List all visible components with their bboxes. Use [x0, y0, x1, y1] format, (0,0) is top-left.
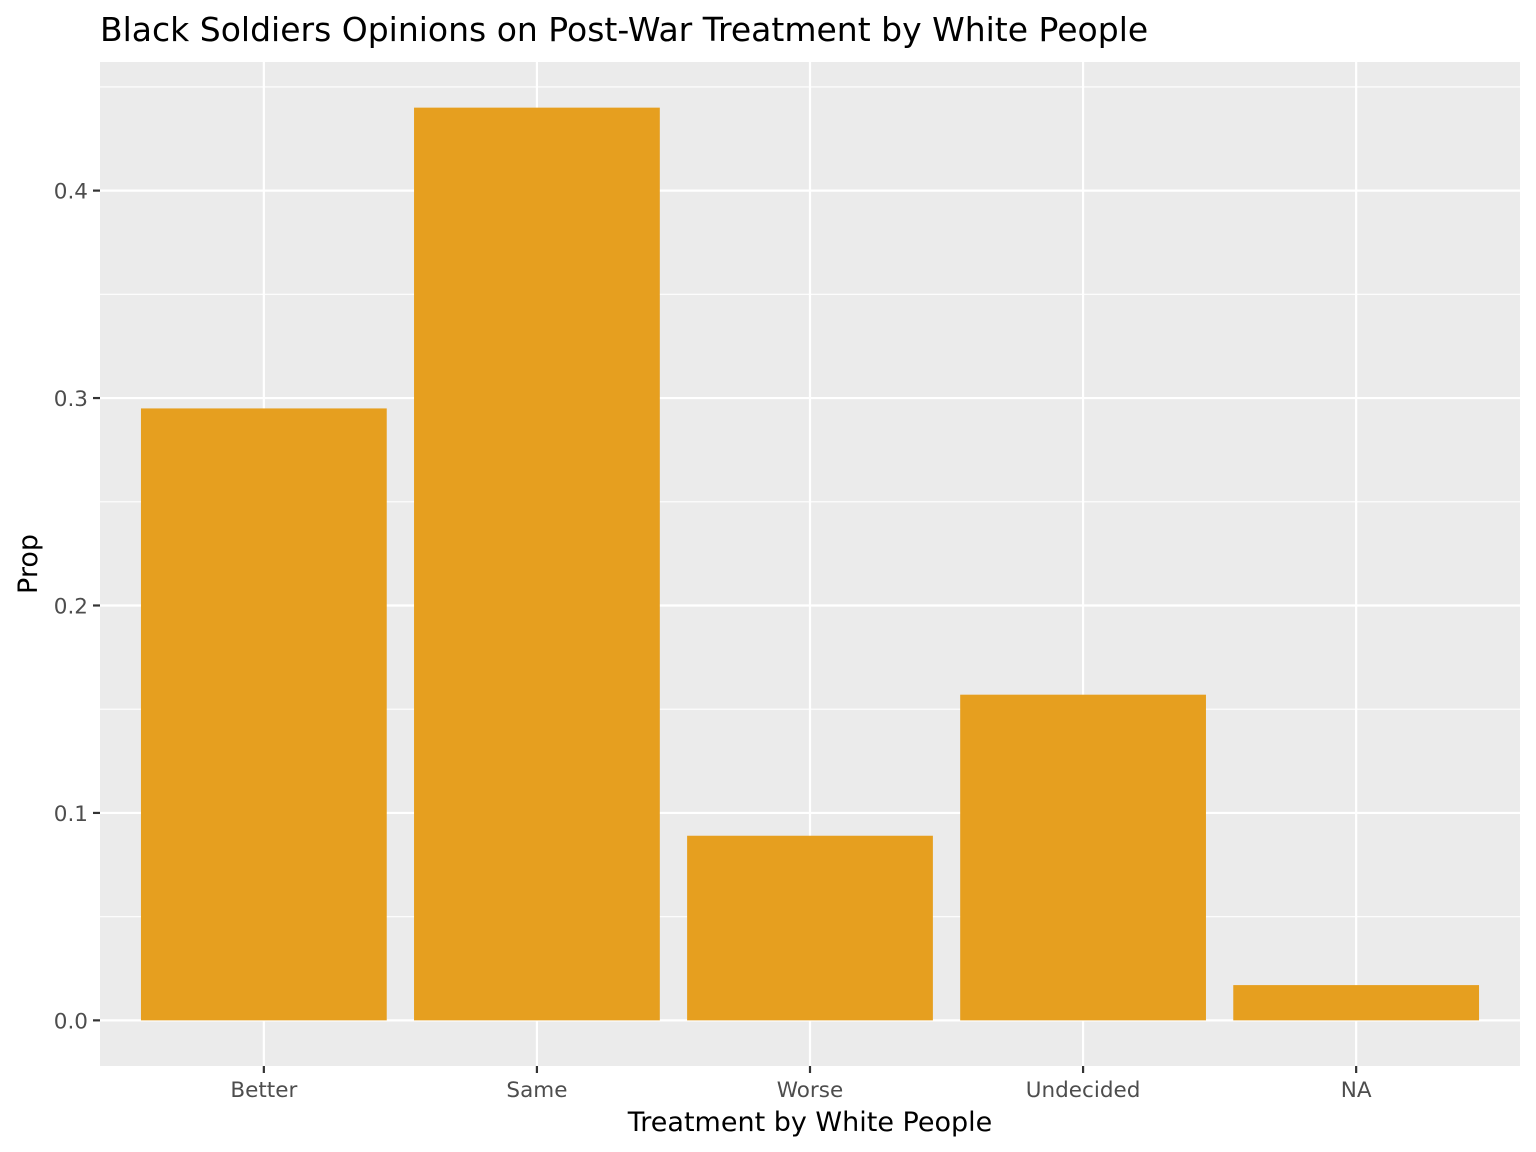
y-tick-label: 0.4: [54, 180, 88, 205]
y-tick-label: 0.3: [54, 387, 88, 412]
y-tick-label: 0.0: [54, 1009, 88, 1034]
y-axis: 0.0 0.1 0.2 0.3 0.4: [54, 180, 100, 1034]
bar-worse: [687, 835, 933, 1021]
x-tick-label: Same: [506, 1078, 567, 1103]
y-tick-label: 0.1: [54, 802, 88, 827]
x-tick-label: Undecided: [1026, 1078, 1141, 1103]
x-tick-label: Better: [230, 1078, 297, 1103]
bar-na: [1233, 985, 1480, 1021]
bar-better: [140, 408, 387, 1021]
x-tick-label: Worse: [777, 1078, 843, 1103]
chart-title: Black Soldiers Opinions on Post-War Trea…: [100, 10, 1148, 49]
y-tick-label: 0.2: [54, 594, 88, 619]
x-axis: Better Same Worse Undecided NA: [230, 1066, 1372, 1103]
bar-undecided: [960, 694, 1206, 1021]
y-axis-title: Prop: [13, 534, 44, 594]
bars: [140, 107, 1480, 1021]
bar-same: [414, 107, 660, 1021]
x-tick-label: NA: [1341, 1078, 1372, 1103]
x-axis-title: Treatment by White People: [627, 1107, 992, 1138]
